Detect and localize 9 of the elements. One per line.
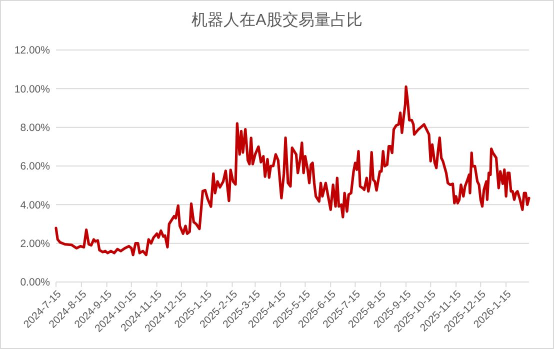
y-tick-label: 10.00% bbox=[14, 83, 50, 96]
y-tick-label: 6.00% bbox=[20, 160, 50, 173]
y-tick-label: 2.00% bbox=[20, 238, 50, 250]
y-tick-label: 12.00% bbox=[14, 44, 50, 57]
line-series bbox=[54, 85, 530, 256]
y-tick-label: 8.00% bbox=[20, 122, 50, 134]
chart-title: 机器人在A股交易量占比 bbox=[192, 11, 362, 29]
y-tick-label: 0.00% bbox=[20, 276, 50, 289]
y-tick-label: 4.00% bbox=[20, 199, 50, 212]
